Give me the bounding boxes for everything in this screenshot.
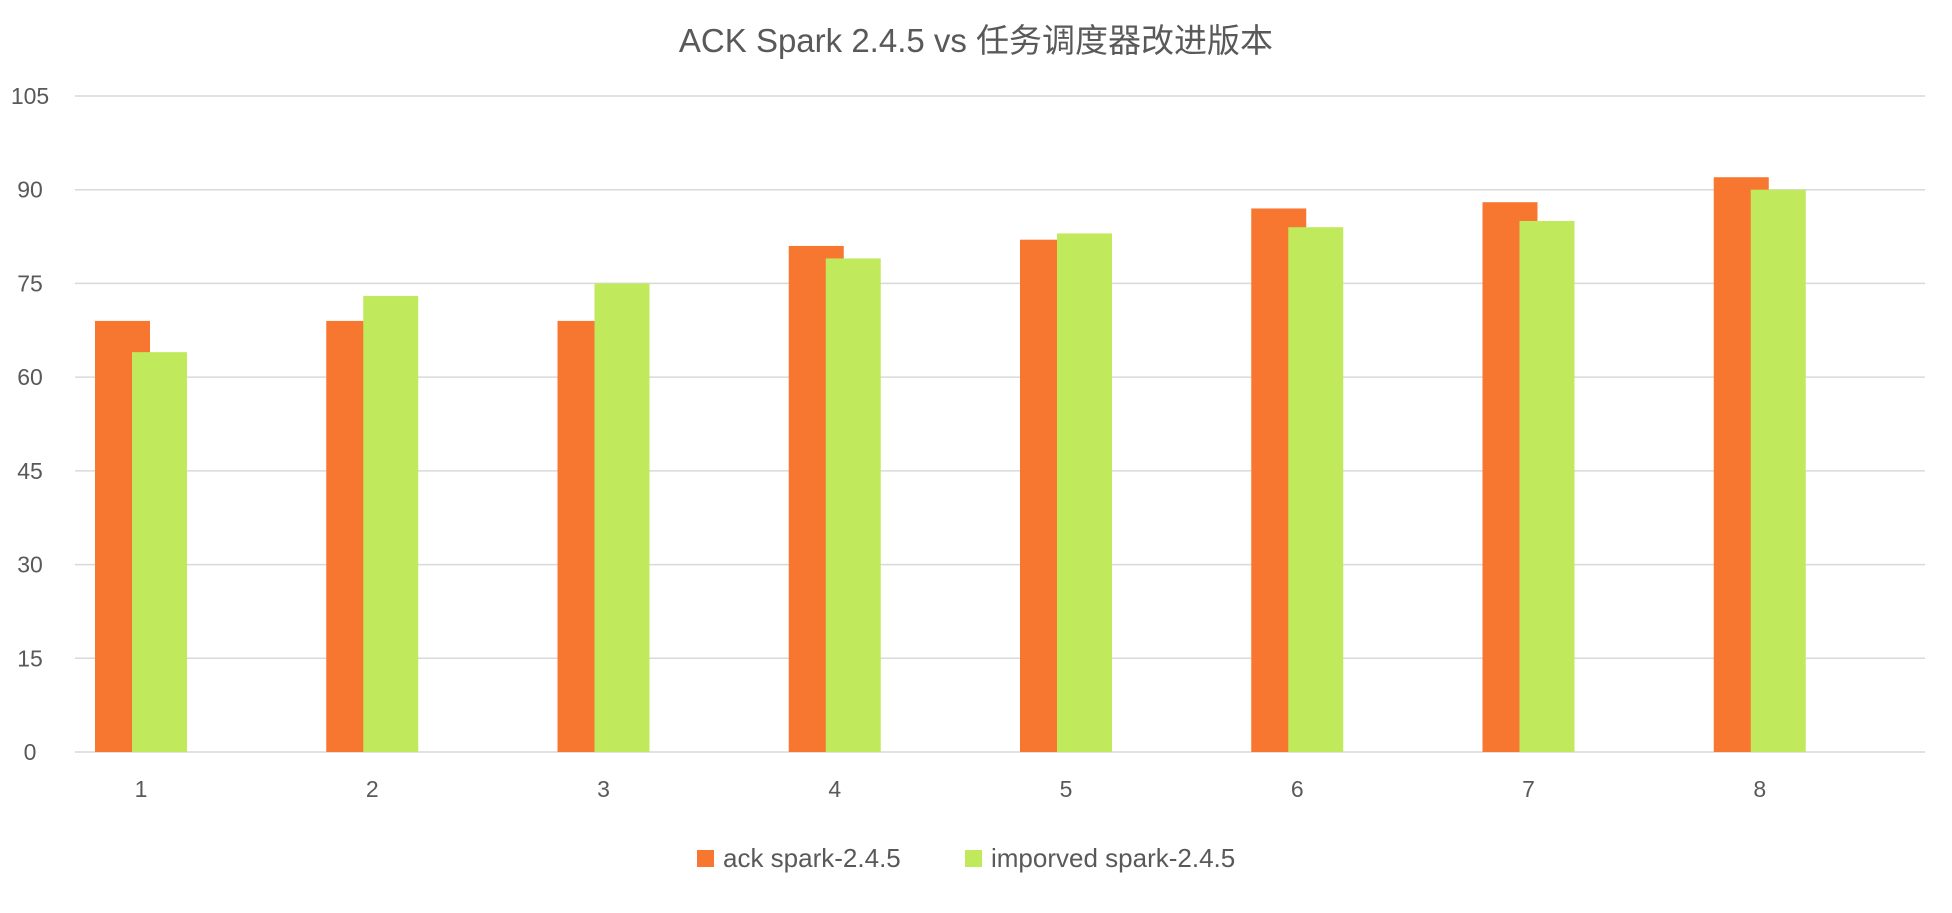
y-tick-label: 0 <box>24 739 37 765</box>
x-tick-label: 6 <box>1291 776 1304 802</box>
bar-imporved-3 <box>594 283 650 752</box>
bar-imporved-8 <box>1750 189 1806 752</box>
chart-title: ACK Spark 2.4.5 vs 任务调度器改进版本 <box>678 22 1274 59</box>
y-tick-label: 90 <box>17 177 43 203</box>
y-tick-label: 15 <box>17 645 43 671</box>
y-tick-label: 30 <box>17 552 43 578</box>
x-tick-label: 5 <box>1060 776 1073 802</box>
x-tick-label: 3 <box>597 776 610 802</box>
x-tick-label: 4 <box>828 776 841 802</box>
y-tick-label: 45 <box>17 458 43 484</box>
bar-imporved-5 <box>1057 233 1112 752</box>
y-tick-label: 60 <box>17 364 43 390</box>
x-axis-tick-labels: 1 2 3 4 5 6 7 8 <box>135 776 1767 802</box>
bar-imporved-4 <box>825 258 881 752</box>
legend-swatch-imporved <box>965 850 982 867</box>
legend-label-ack: ack spark-2.4.5 <box>723 843 901 873</box>
bar-imporved-7 <box>1519 220 1575 752</box>
x-tick-label: 8 <box>1753 776 1766 802</box>
y-tick-label: 105 <box>11 83 49 109</box>
bar-imporved-6 <box>1288 227 1344 752</box>
legend: ack spark-2.4.5 imporved spark-2.4.5 <box>697 843 1235 873</box>
y-tick-label: 75 <box>17 270 43 296</box>
bars <box>95 177 1806 752</box>
x-tick-label: 1 <box>135 776 148 802</box>
legend-label-imporved: imporved spark-2.4.5 <box>991 843 1235 873</box>
y-axis-tick-labels: 0 15 30 45 60 75 90 105 <box>11 83 49 765</box>
legend-swatch-ack <box>697 850 714 867</box>
x-tick-label: 2 <box>366 776 379 802</box>
bar-imporved-2 <box>363 295 419 752</box>
x-tick-label: 7 <box>1522 776 1535 802</box>
bar-imporved-1 <box>132 352 187 752</box>
